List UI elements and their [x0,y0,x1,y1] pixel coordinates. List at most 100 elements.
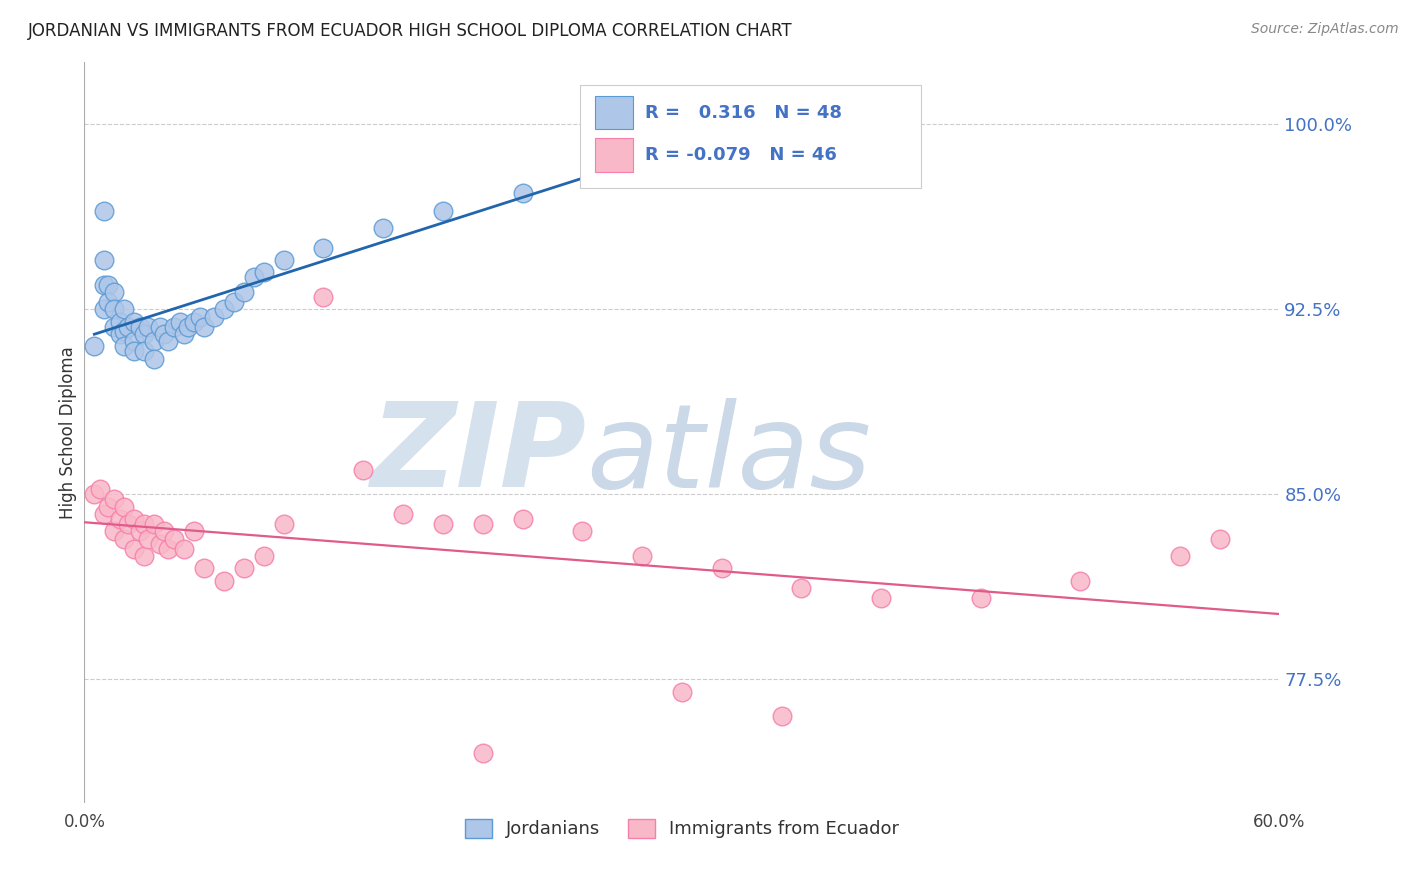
Text: atlas: atlas [586,398,872,512]
Point [112,500,135,514]
Text: R = -0.079   N = 46: R = -0.079 N = 46 [645,146,837,164]
Point [312,290,335,304]
Point [117,319,139,334]
Point [103,319,125,334]
FancyBboxPatch shape [595,96,633,129]
Point [471,516,494,531]
FancyBboxPatch shape [595,138,633,171]
Point [97,294,120,309]
Point [710,561,733,575]
Point [157,541,180,556]
Y-axis label: High School Diploma: High School Diploma [59,346,77,519]
Point [93,252,115,267]
Point [149,536,172,550]
Point [112,302,135,317]
Point [93,507,115,521]
Point [136,532,159,546]
Point [222,294,245,309]
Point [273,516,295,531]
Point [202,310,225,324]
Point [93,277,115,292]
Point [870,591,893,605]
Point [103,524,125,539]
Point [232,561,254,575]
Point [1168,549,1191,563]
Point [253,549,276,563]
Point [631,154,654,169]
Point [1069,574,1091,588]
Point [143,516,166,531]
Point [129,524,152,539]
Point [153,326,176,341]
Point [132,344,156,359]
Point [97,500,120,514]
Point [790,581,813,595]
Text: ZIP: ZIP [370,397,586,512]
Point [122,344,145,359]
Point [153,524,176,539]
Point [770,709,793,723]
Point [122,512,145,526]
Point [312,240,335,254]
Text: Source: ZipAtlas.com: Source: ZipAtlas.com [1251,22,1399,37]
Point [571,524,593,539]
Point [122,541,145,556]
Point [112,325,135,339]
Point [631,549,654,563]
Point [373,220,395,235]
Point [242,270,264,285]
Point [129,319,152,334]
Point [89,483,111,497]
Point [122,334,145,349]
Point [232,285,254,299]
Point [110,512,132,526]
Text: JORDANIAN VS IMMIGRANTS FROM ECUADOR HIGH SCHOOL DIPLOMA CORRELATION CHART: JORDANIAN VS IMMIGRANTS FROM ECUADOR HIG… [28,22,793,40]
Point [671,684,693,698]
Point [253,265,276,279]
Point [132,326,156,341]
Point [143,351,166,366]
Point [103,492,125,507]
Point [183,524,205,539]
Point [193,319,215,334]
Point [157,334,180,349]
Point [188,310,211,324]
Point [112,339,135,353]
Point [110,314,132,328]
Point [273,252,295,267]
Point [110,326,132,341]
Point [83,339,105,353]
Point [93,302,115,317]
Point [103,285,125,299]
Point [163,532,186,546]
Point [149,319,172,334]
Point [471,747,494,761]
Point [143,334,166,349]
FancyBboxPatch shape [581,85,921,188]
Point [432,516,454,531]
Point [432,203,454,218]
Point [97,277,120,292]
Point [163,319,186,334]
Point [352,462,374,476]
Text: R =   0.316   N = 48: R = 0.316 N = 48 [645,103,842,122]
Point [1209,532,1232,546]
Point [512,512,534,526]
Point [193,561,215,575]
Point [136,319,159,334]
Point [132,516,156,531]
Point [117,516,139,531]
Point [177,319,200,334]
Point [93,203,115,218]
Point [132,549,156,563]
Point [970,591,993,605]
Point [512,186,534,201]
Point [103,302,125,317]
Point [83,487,105,501]
Point [710,104,733,119]
Point [183,314,205,328]
Point [122,314,145,328]
Point [112,532,135,546]
Point [212,574,235,588]
Point [392,507,415,521]
